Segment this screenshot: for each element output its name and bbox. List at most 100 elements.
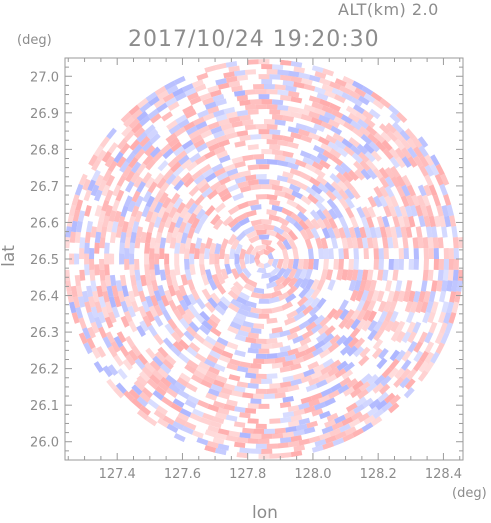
radar-cell <box>165 97 178 107</box>
radar-cell <box>334 414 346 424</box>
radar-cell <box>424 164 435 177</box>
radar-cell <box>116 174 127 187</box>
radar-cell <box>204 150 216 160</box>
radar-cell <box>227 217 239 229</box>
radar-cell <box>399 129 411 141</box>
radar-cell <box>78 173 88 186</box>
radar-cell <box>415 204 424 217</box>
radar-cell <box>422 311 431 324</box>
radar-cell <box>261 134 273 140</box>
radar-cell <box>145 91 158 102</box>
radar-cell <box>294 350 307 359</box>
radar-cell <box>298 417 311 426</box>
radar-cell <box>369 279 377 292</box>
radar-cell <box>166 423 179 434</box>
radar-cell <box>235 296 248 306</box>
radar-cell <box>383 205 392 218</box>
radar-cell <box>94 301 103 314</box>
radar-cell <box>141 172 152 184</box>
radar-cell <box>193 138 206 149</box>
radar-cell <box>227 233 237 246</box>
radar-cell <box>373 132 386 144</box>
radar-cell <box>338 216 348 229</box>
radar-cell <box>193 333 206 344</box>
radar-cell <box>353 248 359 259</box>
radar-cell <box>334 94 346 104</box>
radar-cell <box>104 264 110 276</box>
radar-cell <box>173 179 185 191</box>
radar-cell <box>381 139 393 152</box>
radar-cell <box>311 184 323 195</box>
radar-cell <box>255 229 267 235</box>
radar-cell <box>436 280 443 292</box>
radar-cell <box>333 207 344 219</box>
radar-cell <box>406 184 416 197</box>
radar-cell <box>149 360 161 372</box>
radar-cell <box>215 432 227 440</box>
radar-cell <box>124 237 131 249</box>
radar-cell <box>406 368 418 381</box>
radar-cell <box>344 82 357 92</box>
radar-cell <box>300 134 313 143</box>
radar-cell <box>268 296 280 304</box>
radar-cell <box>351 269 359 281</box>
radar-cell <box>285 426 297 433</box>
radar-cell <box>123 195 133 208</box>
radar-cell <box>247 438 259 444</box>
radar-cell <box>188 185 200 197</box>
radar-cell <box>413 155 424 168</box>
radar-cell <box>310 297 321 309</box>
radar-cell <box>367 329 378 341</box>
radar-cell <box>125 226 133 238</box>
radar-cell <box>325 134 338 144</box>
radar-cell <box>172 165 184 177</box>
radar-cell <box>281 207 294 217</box>
radar-cell <box>220 238 229 250</box>
radar-cell <box>282 248 289 259</box>
radar-cell <box>84 253 90 265</box>
radar-cell <box>276 175 289 183</box>
radar-cell <box>179 408 192 418</box>
radar-cell <box>139 320 149 333</box>
radar-cell <box>425 301 434 314</box>
radar-cell <box>218 391 230 400</box>
radar-cell <box>174 92 187 102</box>
radar-cell <box>346 237 354 249</box>
radar-cell <box>201 187 213 198</box>
radar-cell <box>424 174 434 187</box>
radar-cell <box>379 320 389 333</box>
radar-cell <box>75 306 84 319</box>
radar-cell <box>189 264 196 276</box>
radar-cell <box>155 231 163 244</box>
radar-cell <box>165 132 178 144</box>
radar-cell <box>134 269 141 281</box>
radar-cell <box>135 226 143 238</box>
radar-cell <box>308 74 321 83</box>
radar-cell <box>286 285 298 296</box>
radar-cell <box>123 390 135 402</box>
radar-cell <box>255 353 267 359</box>
radar-cell <box>376 357 388 370</box>
y-tick-label: 26.4 <box>30 290 59 305</box>
radar-cell <box>228 65 240 73</box>
radar-cell <box>145 231 152 244</box>
radar-cell <box>247 59 259 65</box>
radar-cell <box>165 231 173 244</box>
y-tick-label: 26.6 <box>30 216 59 231</box>
radar-cell <box>220 387 233 396</box>
radar-cell <box>373 186 384 198</box>
radar-cell <box>229 248 236 259</box>
radar-cell <box>282 411 295 418</box>
radar-cell <box>166 84 179 95</box>
radar-cell <box>113 336 124 348</box>
radar-cell <box>322 441 335 450</box>
radar-cell <box>329 148 342 159</box>
radar-cell <box>94 264 100 276</box>
radar-cell <box>329 428 342 437</box>
radar-cell <box>339 299 349 312</box>
radar-cell <box>434 332 444 345</box>
radar-cell <box>329 81 342 90</box>
radar-cell <box>388 300 398 313</box>
radar-cell <box>441 226 448 238</box>
radar-cell <box>250 398 262 404</box>
